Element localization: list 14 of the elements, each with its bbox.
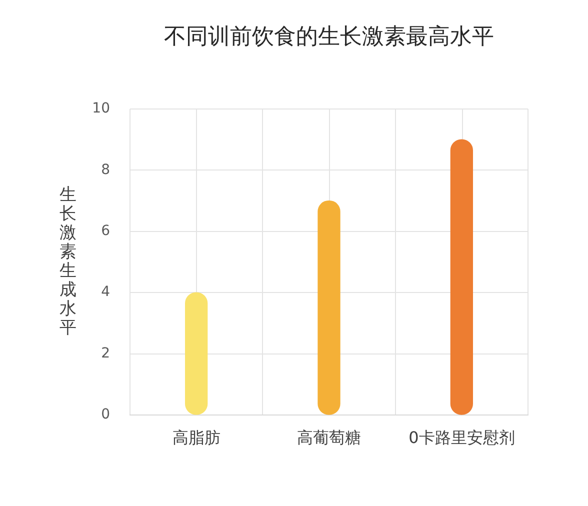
y-axis-title: 生长激素生成水平 [60,184,76,338]
x-tick-label: 高葡萄糖 [297,428,361,447]
y-tick-label: 2 [101,345,110,362]
y-tick-label: 0 [101,406,110,423]
y-tick-label: 4 [101,284,110,300]
x-tick-label: 0卡路里安慰剂 [408,428,515,447]
bar [318,200,340,415]
y-tick-label: 6 [101,223,110,240]
chart-title: 不同训前饮食的生长激素最高水平 [164,24,494,50]
bar [450,139,473,415]
y-tick-label: 8 [101,162,110,178]
y-tick-label: 10 [92,100,110,117]
x-tick-label: 高脂肪 [172,428,220,447]
bar [185,292,208,415]
